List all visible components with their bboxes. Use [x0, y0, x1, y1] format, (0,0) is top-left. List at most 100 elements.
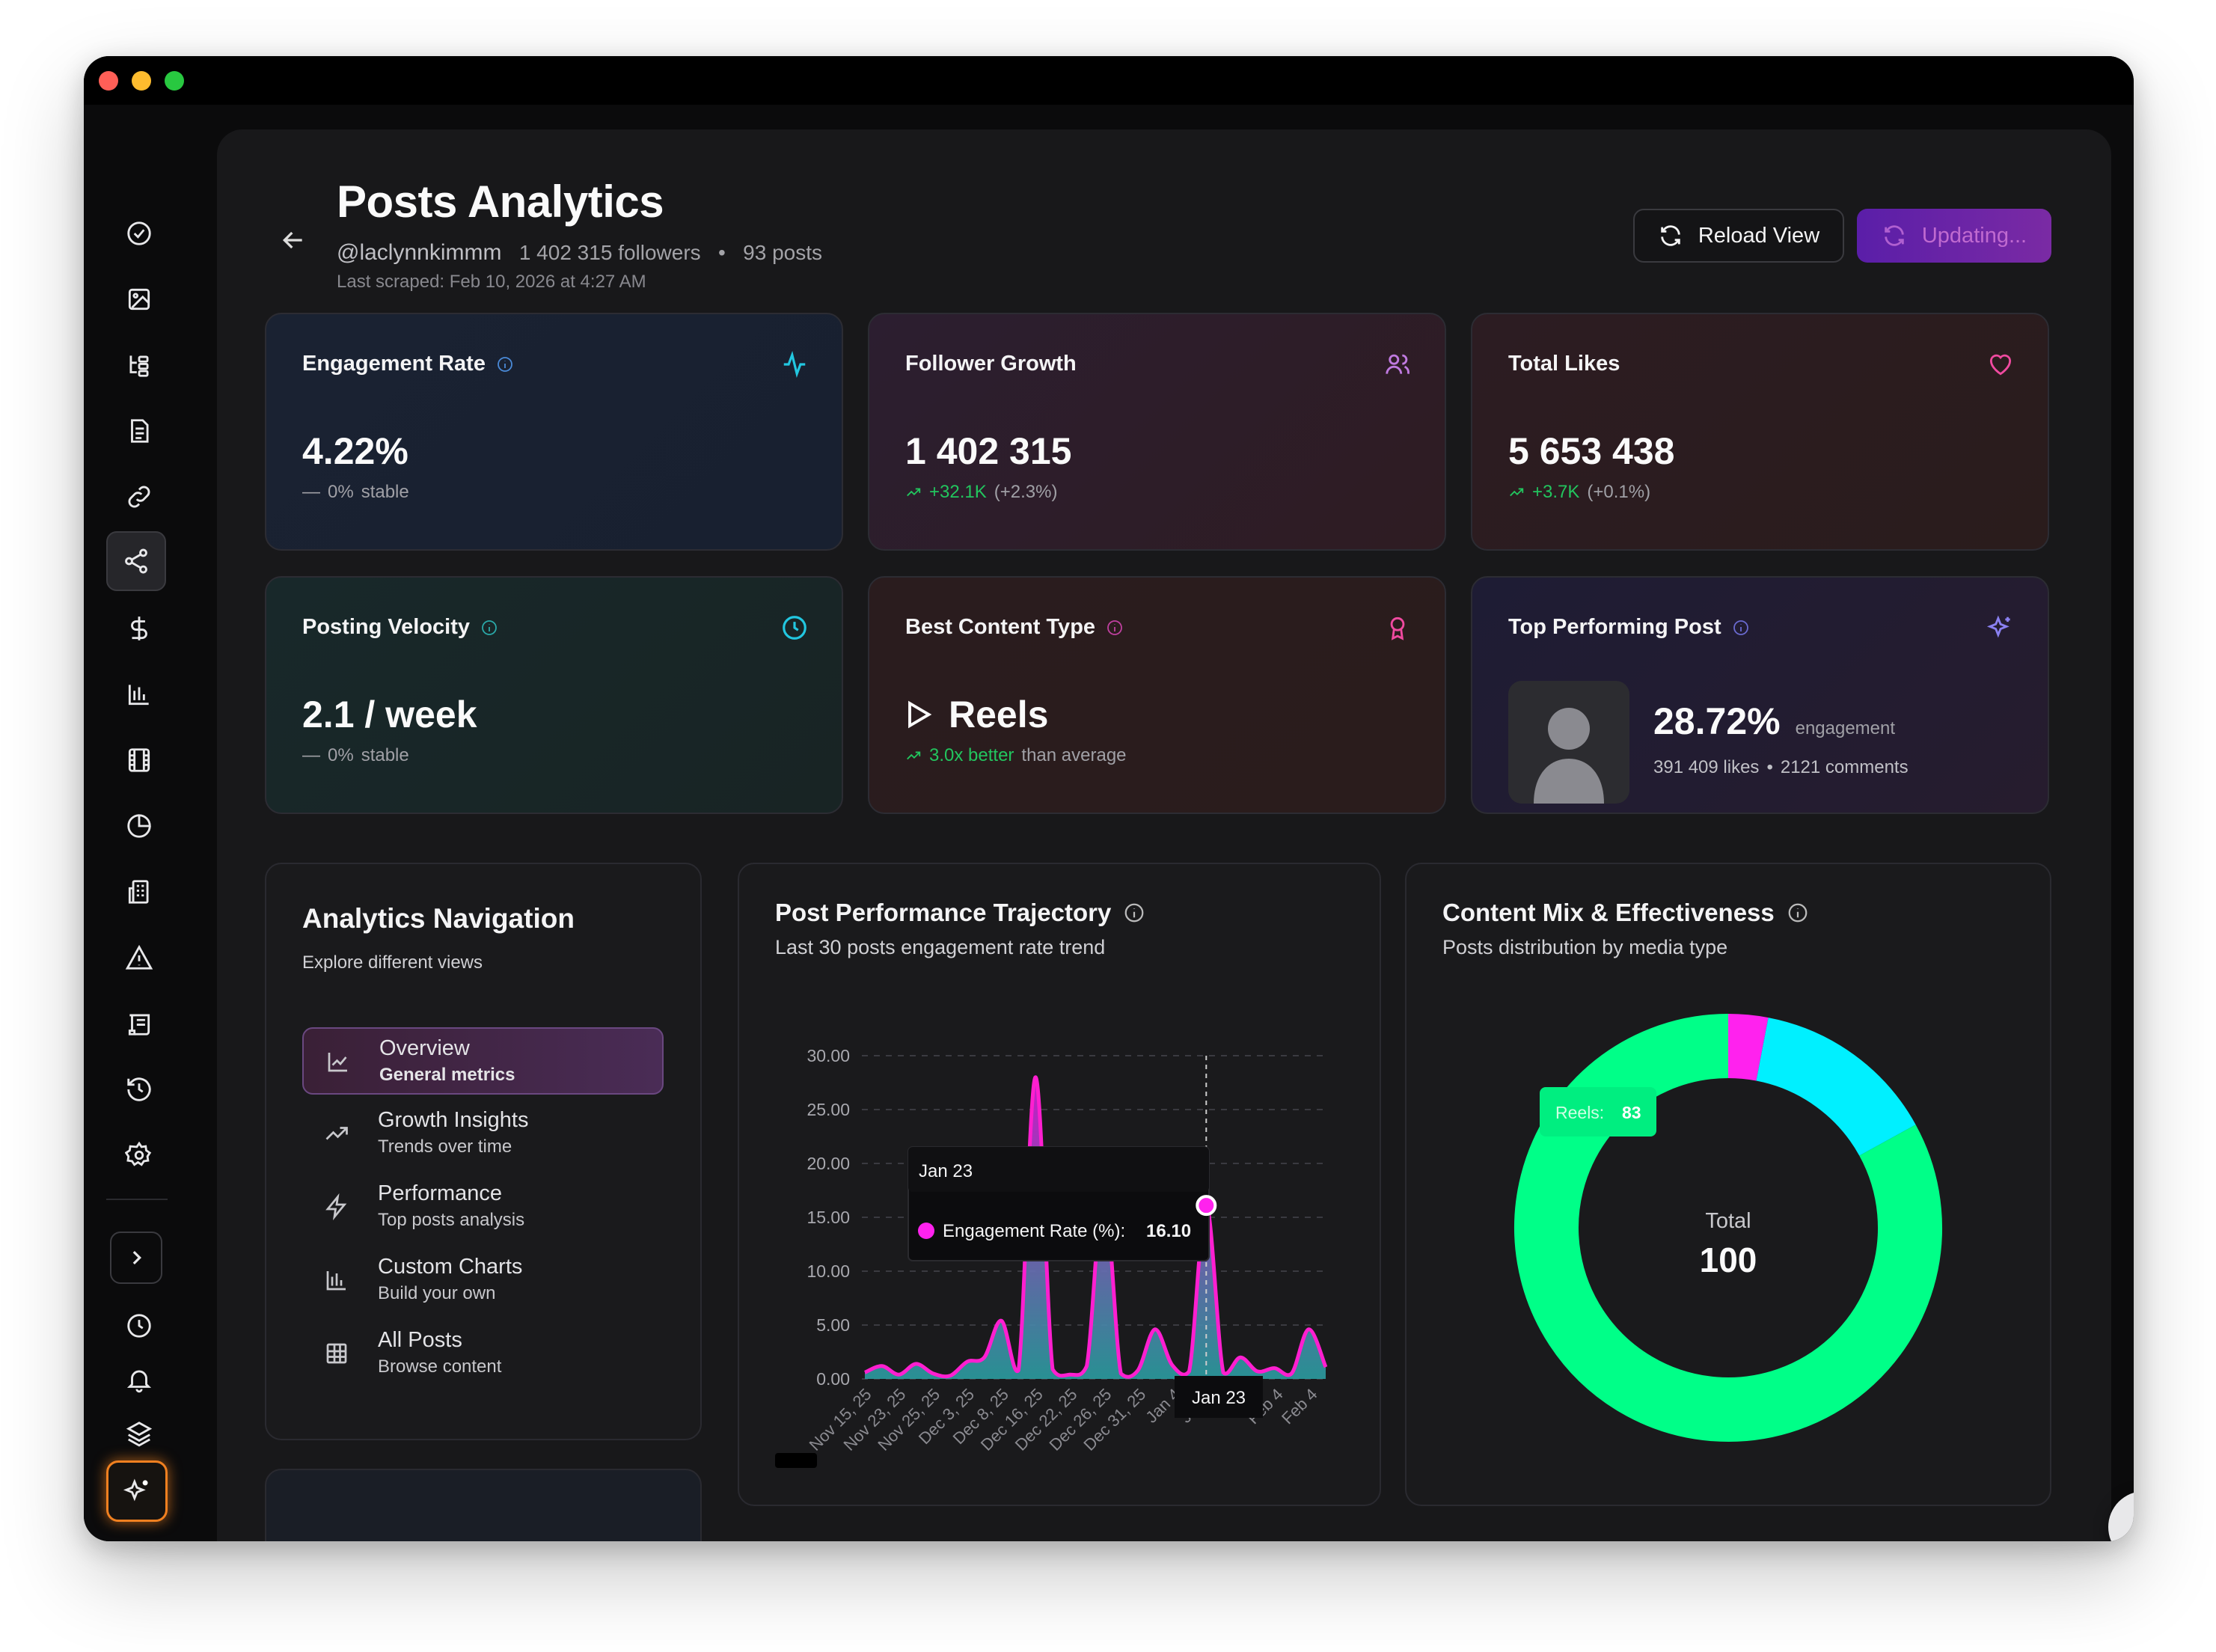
app-window: Posts Analytics @laclynnkimmm 1 402 315 … [84, 56, 2134, 1541]
donut-slice-other[interactable] [1727, 1014, 1769, 1081]
best-content-type-change: 3.0x better than average [905, 745, 1127, 766]
y-tick-label: 0.00 [816, 1369, 850, 1389]
best-content-type-card: Best Content Type Reels 3.0x better than … [868, 576, 1446, 814]
sidebar [84, 105, 191, 1541]
grid-icon [326, 1343, 347, 1364]
nav-item-desc: General metrics [379, 1065, 515, 1085]
total-likes-title: Total Likes [1508, 352, 1620, 376]
nav-item-all-posts[interactable]: All Posts Browse content [302, 1321, 664, 1388]
donut-tooltip-value: 83 [1622, 1103, 1641, 1122]
info-icon[interactable] [1732, 619, 1750, 637]
follower-growth-delta-text: (+2.3%) [994, 482, 1058, 502]
total-likes-delta: +3.7K [1532, 482, 1580, 502]
profile-meta: @laclynnkimmm 1 402 315 followers • 93 p… [337, 240, 822, 266]
analytics-navigation-title: Analytics Navigation [302, 903, 575, 934]
sidebar-tasks[interactable] [118, 212, 160, 254]
tooltip-series-label: Engagement Rate (%): [943, 1221, 1125, 1241]
y-tick-label: 20.00 [806, 1154, 850, 1173]
top-post-title-row: Top Performing Post [1508, 615, 1750, 640]
best-content-type-delta: 3.0x better [929, 745, 1014, 765]
posting-velocity-title: Posting Velocity [302, 615, 470, 639]
top-performing-post-card: Top Performing Post 28.72% engagement 39… [1471, 576, 2049, 814]
users-icon [1386, 354, 1410, 375]
top-post-thumbnail[interactable] [1508, 681, 1629, 804]
sidebar-stats[interactable] [118, 673, 160, 715]
chart-tooltip: Jan 23 Engagement Rate (%): 16.10 [907, 1146, 1210, 1261]
building-icon [128, 880, 149, 904]
sidebar-film[interactable] [118, 739, 160, 781]
loader-icon [1885, 225, 1904, 246]
nav-item-custom-charts[interactable]: Custom Charts Build your own [302, 1247, 664, 1315]
layers-icon [126, 1422, 153, 1447]
bar-chart-icon [128, 685, 149, 706]
content-mix-title-row: Content Mix & Effectiveness [1442, 899, 1809, 927]
image-icon [128, 288, 150, 310]
donut-slice-videos[interactable] [1755, 1018, 1916, 1157]
info-icon[interactable] [1123, 902, 1145, 924]
sidebar-notifications[interactable] [118, 1359, 160, 1401]
sidebar-alerts[interactable] [118, 937, 160, 979]
scroll-icon [128, 1014, 150, 1035]
info-icon[interactable] [496, 355, 514, 373]
y-tick-label: 5.00 [816, 1315, 850, 1335]
x-tick-label: Feb 4 [1278, 1385, 1320, 1428]
close-window-button[interactable] [99, 71, 118, 91]
link-icon [128, 486, 150, 508]
nav-item-overview[interactable]: Overview General metrics [302, 1027, 664, 1095]
info-icon[interactable] [480, 619, 498, 637]
minimize-window-button[interactable] [132, 71, 151, 91]
sidebar-billing[interactable] [118, 608, 160, 649]
nav-item-growth-insights[interactable]: Growth Insights Trends over time [302, 1101, 664, 1168]
help-button[interactable] [2108, 1491, 2134, 1541]
sidebar-clock[interactable] [118, 1305, 160, 1347]
reload-view-button[interactable]: Reload View [1633, 209, 1844, 263]
engagement-rate-dash: — [302, 482, 320, 502]
sidebar-history[interactable] [118, 1068, 160, 1110]
sidebar-tree[interactable] [118, 344, 160, 386]
sidebar-links[interactable] [118, 476, 160, 518]
page-title: Posts Analytics [337, 177, 664, 227]
sidebar-media[interactable] [118, 278, 160, 320]
last-scraped: Last scraped: Feb 10, 2026 at 4:27 AM [337, 272, 646, 292]
tooltip-value: 16.10 [1146, 1221, 1191, 1241]
back-arrow-icon[interactable] [278, 225, 308, 255]
sidebar-pie[interactable] [118, 805, 160, 847]
cursor-label-box [1175, 1376, 1263, 1418]
posting-velocity-dash: — [302, 745, 320, 765]
engagement-rate-delta-text: stable [361, 482, 409, 502]
sidebar-layers[interactable] [118, 1413, 160, 1454]
sidebar-divider [106, 1199, 168, 1200]
meta-separator: • [718, 241, 726, 264]
film-icon [128, 748, 150, 772]
follower-growth-delta: +32.1K [929, 482, 987, 502]
sidebar-settings[interactable] [118, 1134, 160, 1176]
reload-view-label: Reload View [1698, 223, 1820, 248]
play-icon [908, 700, 932, 729]
main-content: Posts Analytics @laclynnkimmm 1 402 315 … [217, 129, 2111, 1541]
info-icon[interactable] [1787, 902, 1809, 924]
engagement-rate-title: Engagement Rate [302, 352, 486, 376]
engagement-area [865, 1077, 1326, 1379]
sidebar-expand-button[interactable] [110, 1232, 162, 1284]
active-data-point[interactable] [1196, 1195, 1217, 1217]
dollar-icon [131, 617, 147, 640]
sidebar-scroll[interactable] [118, 1003, 160, 1044]
sidebar-ai-assistant[interactable] [106, 1460, 168, 1522]
sidebar-social[interactable] [106, 531, 166, 591]
follower-growth-card: Follower Growth 1 402 315 +32.1K (+2.3%) [868, 313, 1446, 551]
award-icon [1390, 617, 1405, 640]
trajectory-title-row: Post Performance Trajectory [775, 899, 1145, 927]
engagement-rate-delta: 0% [328, 482, 354, 502]
sparkles-icon [1986, 615, 2010, 638]
best-content-type-title-row: Best Content Type [905, 615, 1124, 640]
sidebar-documents[interactable] [118, 410, 160, 452]
follower-growth-change: +32.1K (+2.3%) [905, 482, 1057, 503]
updating-button[interactable]: Updating... [1857, 209, 2051, 263]
top-post-engagement-suffix: engagement [1795, 718, 1896, 738]
nav-item-performance[interactable]: Performance Top posts analysis [302, 1174, 664, 1241]
history-icon [127, 1077, 151, 1101]
sidebar-reports[interactable] [118, 871, 160, 913]
zoom-window-button[interactable] [165, 71, 184, 91]
info-icon[interactable] [1106, 619, 1124, 637]
